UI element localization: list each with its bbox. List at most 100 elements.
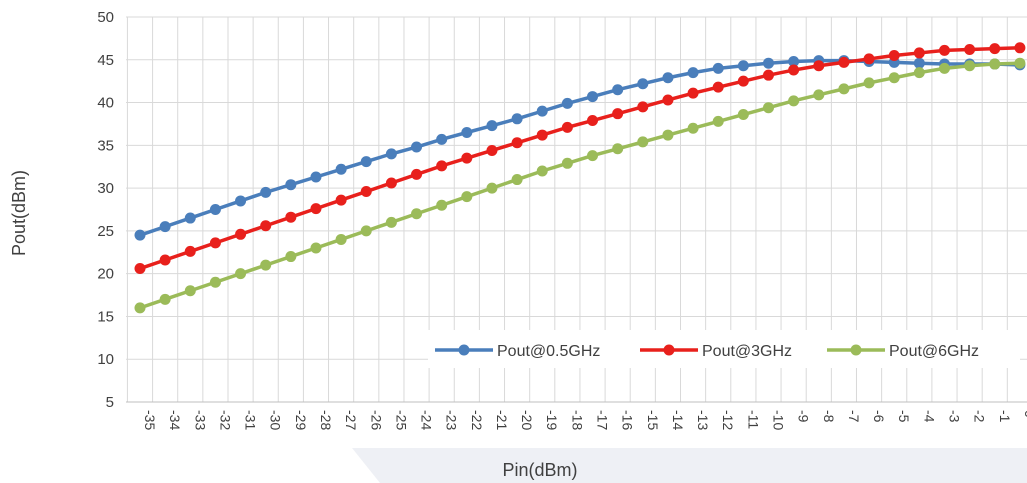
y-axis-title: Pout(dBm) [9,170,29,256]
data-point [813,89,825,101]
data-point [335,163,347,175]
legend-item: Pout@6GHz [827,343,979,360]
data-point [461,191,473,203]
data-point [687,87,699,99]
y-tick-label: 45 [97,52,114,69]
data-point [536,165,548,177]
x-tick-label: -22 [469,410,485,430]
y-tick-label: 20 [97,266,114,283]
data-point [712,81,724,93]
series-3 [134,57,1026,314]
data-point [159,254,171,266]
data-point [385,216,397,228]
data-point [461,152,473,164]
x-tick-label: -12 [720,410,736,430]
data-point [989,58,1001,70]
data-point [209,276,221,288]
data-point [260,259,272,271]
legend-label: Pout@6GHz [889,343,979,360]
legend-swatch-marker [850,344,862,356]
data-point [184,245,196,257]
data-point [511,113,523,125]
data-point [863,77,875,89]
data-point [838,56,850,68]
data-point [737,109,749,121]
data-point [813,60,825,72]
y-tick-label: 50 [97,9,114,26]
x-tick-label: -9 [796,410,812,423]
data-point [486,144,498,156]
data-point [662,72,674,84]
data-point [511,174,523,186]
x-tick-label: -16 [620,410,636,430]
data-point [486,182,498,194]
data-point [1014,57,1026,69]
data-point [335,194,347,206]
x-tick-label: -34 [167,410,183,430]
data-point [913,47,925,59]
x-tick-label: -10 [771,410,787,430]
series-2 [134,42,1026,275]
x-tick-label: -31 [243,410,259,430]
x-tick-label: -20 [519,410,535,430]
data-point [1014,42,1026,54]
data-point [763,69,774,81]
data-point [310,171,322,183]
legend-item: Pout@0.5GHz [435,343,600,360]
x-tick-label: -19 [544,410,560,430]
x-tick-label: -8 [821,410,837,423]
y-tick-labels: 5 10 15 20 25 30 35 40 45 50 [97,9,114,411]
data-point [938,62,950,74]
data-point [964,44,976,56]
data-point [712,62,724,74]
x-tick-label: -2 [972,410,988,423]
data-point [637,136,649,148]
data-point [863,53,875,65]
data-point [587,91,599,103]
y-tick-label: 10 [97,351,114,368]
data-point [662,94,674,106]
x-tick-label: -30 [268,410,284,430]
data-point [913,57,925,69]
x-tick-label: -3 [946,410,962,423]
data-point [235,268,247,280]
data-point [561,121,573,133]
data-point [561,97,573,109]
data-point [587,115,599,127]
data-point [662,129,674,141]
x-tick-label: -27 [343,410,359,430]
data-point [788,64,800,76]
x-tick-label: -23 [444,410,460,430]
axis-title-band [352,448,1027,483]
data-point [612,143,624,155]
data-point [888,50,900,61]
data-point [436,199,448,211]
y-tick-label: 15 [97,308,114,325]
data-point [235,195,247,207]
y-tick-label: 35 [97,137,114,154]
legend-label: Pout@3GHz [702,343,792,360]
y-tick-label: 25 [97,223,114,240]
legend-label: Pout@0.5GHz [497,343,600,360]
legend: Pout@0.5GHz Pout@3GHz Pout@6GHz [428,330,1020,368]
data-point [335,233,347,245]
x-tick-label: -5 [896,410,912,423]
data-point [989,43,1001,55]
data-point [461,127,473,138]
data-point [285,211,297,223]
data-point [587,150,599,162]
x-tick-label: -24 [419,410,435,430]
data-point [209,204,221,215]
data-point [385,148,397,160]
data-point [788,95,800,107]
data-point [838,83,850,95]
x-tick-label: -15 [645,410,661,430]
data-point [209,237,221,249]
data-point [536,129,548,141]
data-point [486,120,498,132]
series [134,42,1026,314]
data-point [159,221,171,233]
data-point [637,101,649,113]
data-point [788,55,800,67]
data-point [310,203,322,215]
